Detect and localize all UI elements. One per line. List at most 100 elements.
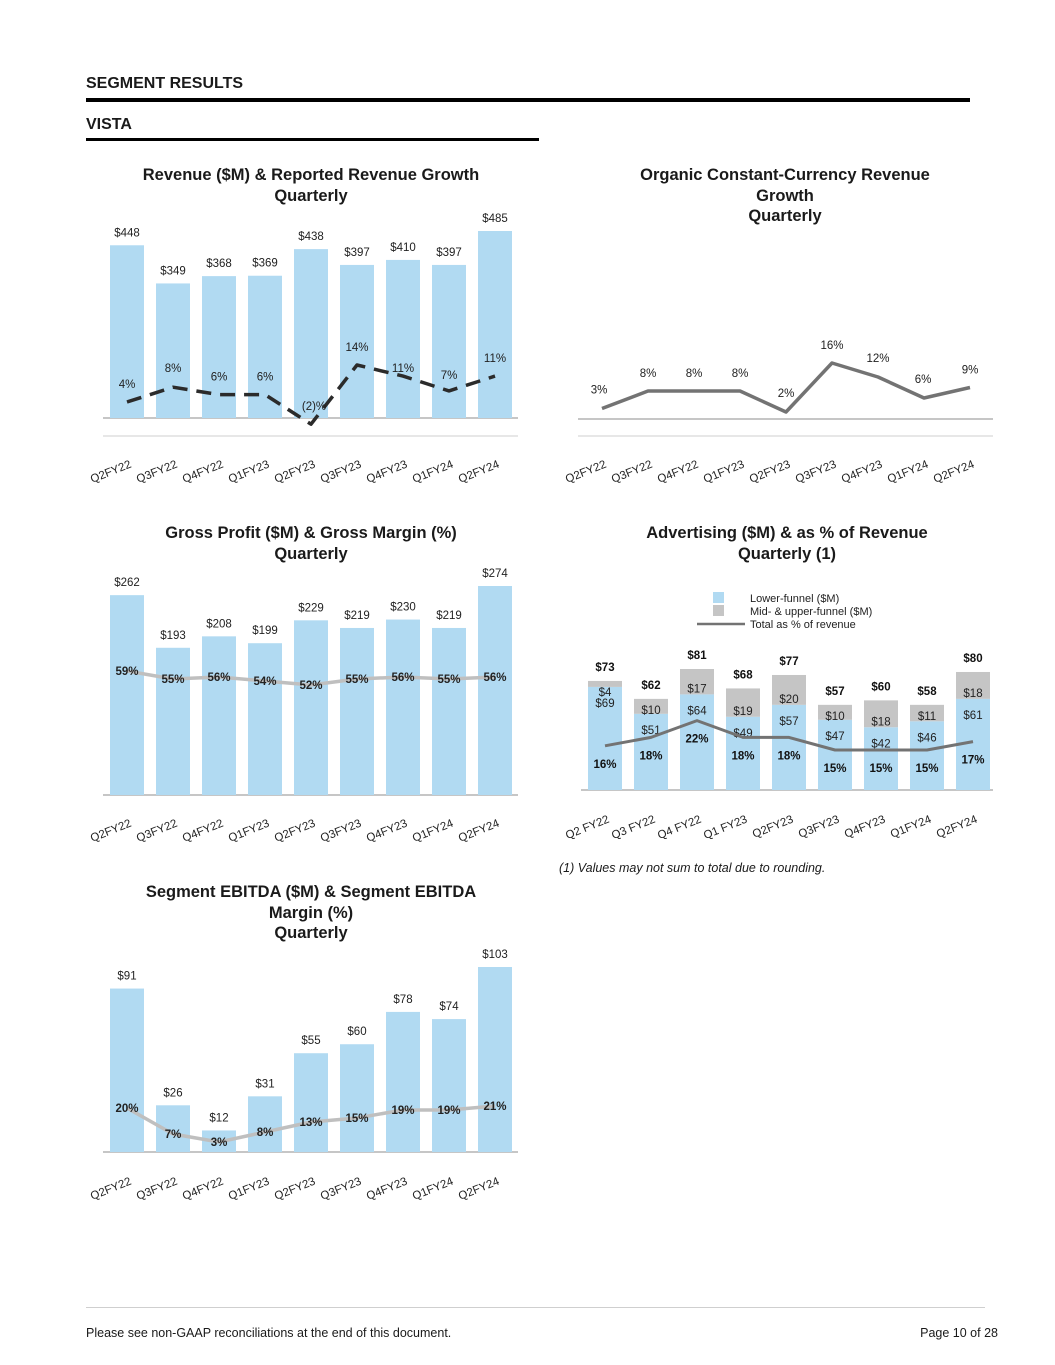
bar bbox=[386, 1011, 420, 1152]
bar-value-label: $397 bbox=[344, 247, 370, 259]
line-value-label: 54% bbox=[253, 676, 276, 688]
bar bbox=[294, 620, 328, 795]
upper-funnel-bar bbox=[956, 671, 990, 699]
organic-growth-chart-title: Organic Constant-Currency Revenue Growth… bbox=[570, 165, 1000, 227]
bar-value-label: $448 bbox=[114, 227, 140, 239]
line-value-label: 56% bbox=[483, 672, 506, 684]
bar bbox=[248, 643, 282, 795]
line-value-label: 6% bbox=[915, 374, 932, 386]
line-value-label: 3% bbox=[211, 1137, 228, 1149]
footer-divider bbox=[86, 1307, 985, 1308]
bar bbox=[432, 1019, 466, 1152]
bar bbox=[294, 249, 328, 418]
line-value-label: 55% bbox=[161, 674, 184, 686]
upper-funnel-bar bbox=[910, 704, 944, 722]
x-axis-category-label: Q2FY22 bbox=[89, 1176, 133, 1203]
organic-growth-line bbox=[601, 361, 971, 414]
ebitda-chart-title-line: Segment EBITDA ($M) & Segment EBITDA bbox=[145, 883, 477, 901]
upper-funnel-value-label: $10 bbox=[825, 711, 844, 723]
line-value-label: 8% bbox=[732, 368, 749, 380]
bar bbox=[478, 967, 512, 1152]
line-value-label: 11% bbox=[392, 363, 414, 375]
subsection-title: VISTA bbox=[86, 116, 132, 133]
line-value-label: 16% bbox=[820, 340, 843, 352]
bar-value-label: $91 bbox=[117, 971, 136, 983]
lower-funnel-bar bbox=[910, 721, 944, 790]
ebitda-chart-title: Segment EBITDA ($M) & Segment EBITDA Mar… bbox=[96, 882, 526, 944]
line-value-label: 7% bbox=[441, 370, 458, 382]
section-title: SEGMENT RESULTS bbox=[86, 75, 244, 92]
x-axis-category-label: Q2FY23 bbox=[273, 1176, 317, 1203]
line-value-label: 11% bbox=[484, 353, 506, 365]
ebitda-chart-title-line: Margin (%) bbox=[268, 903, 354, 922]
line-value-label: 59% bbox=[115, 666, 138, 678]
gross-profit-chart-title: Gross Profit ($M) & Gross Margin (%) Qua… bbox=[96, 523, 526, 564]
line-value-label: 15% bbox=[869, 763, 892, 775]
total-value-label: $77 bbox=[779, 656, 798, 668]
line-value-label: 19% bbox=[391, 1105, 414, 1117]
rounding-footnote: (1) Values may not sum to total due to r… bbox=[559, 861, 826, 875]
line-value-label: 56% bbox=[391, 672, 414, 684]
bar bbox=[478, 231, 512, 418]
x-axis-category-label: Q1FY23 bbox=[227, 1176, 271, 1203]
organic-growth-chart-title-line: Quarterly bbox=[748, 207, 822, 225]
legend-swatch bbox=[713, 605, 724, 616]
upper-funnel-value-label: $11 bbox=[918, 711, 936, 723]
line-value-label: 3% bbox=[591, 385, 608, 397]
organic-growth-chart-title-line: Growth bbox=[756, 186, 814, 205]
gross-profit-chart-title-line: Quarterly bbox=[274, 544, 348, 563]
bar bbox=[156, 283, 190, 418]
bar-value-label: $230 bbox=[390, 602, 416, 614]
line-value-label: 8% bbox=[165, 363, 182, 375]
bar-value-label: $60 bbox=[347, 1026, 366, 1038]
bar-value-label: $369 bbox=[252, 258, 278, 270]
upper-funnel-value-label: $10 bbox=[641, 705, 660, 717]
page-number: Page 10 of 28 bbox=[920, 1326, 998, 1340]
bar-value-label: $12 bbox=[209, 1112, 228, 1124]
line-value-label: 55% bbox=[345, 674, 368, 686]
bar bbox=[478, 586, 512, 795]
upper-funnel-bar bbox=[726, 688, 760, 717]
bar bbox=[432, 627, 466, 795]
upper-funnel-value-label: $18 bbox=[963, 688, 982, 700]
bar bbox=[110, 988, 144, 1152]
advertising-chart-title-line: Advertising ($M) & as % of Revenue bbox=[646, 524, 928, 542]
upper-funnel-value-label: $18 bbox=[871, 716, 890, 728]
legend-label: Mid- & upper-funnel ($M) bbox=[750, 606, 872, 618]
lower-funnel-bar bbox=[588, 686, 622, 790]
upper-funnel-bar bbox=[818, 704, 852, 720]
advertising-chart-title: Advertising ($M) & as % of Revenue Quart… bbox=[572, 523, 1002, 564]
bar-value-label: $55 bbox=[301, 1035, 320, 1047]
lower-funnel-value-label: $69 bbox=[595, 698, 614, 710]
x-axis-category-label: Q3FY22 bbox=[135, 1176, 179, 1203]
line-value-label: 55% bbox=[437, 674, 460, 686]
upper-funnel-value-label: $4 bbox=[599, 687, 612, 699]
line-value-label: 52% bbox=[299, 680, 322, 692]
upper-funnel-bar bbox=[864, 700, 898, 728]
total-value-label: $68 bbox=[733, 669, 753, 681]
trend-line bbox=[126, 1104, 496, 1144]
line-value-label: 17% bbox=[961, 755, 984, 767]
lower-funnel-bar bbox=[726, 716, 760, 790]
bar bbox=[110, 595, 144, 795]
revenue-chart-title-line: Revenue ($M) & Reported Revenue Growth bbox=[142, 166, 480, 184]
line-value-label: 56% bbox=[207, 672, 230, 684]
bar bbox=[340, 627, 374, 795]
line-value-label: 18% bbox=[639, 750, 662, 762]
line-value-label: 2% bbox=[778, 388, 795, 400]
bar bbox=[248, 1096, 282, 1152]
bar-value-label: $274 bbox=[482, 568, 508, 580]
bar bbox=[340, 1044, 374, 1152]
bar-value-label: $349 bbox=[160, 265, 186, 277]
bar bbox=[340, 264, 374, 418]
bar-value-label: $438 bbox=[298, 231, 324, 243]
line-value-label: 14% bbox=[345, 342, 368, 354]
bar-value-label: $208 bbox=[206, 618, 232, 630]
lower-funnel-value-label: $57 bbox=[779, 716, 798, 728]
line-value-label: 20% bbox=[115, 1103, 138, 1115]
total-value-label: $58 bbox=[917, 686, 937, 698]
line-value-label: 8% bbox=[686, 368, 703, 380]
line-value-label: 8% bbox=[640, 368, 657, 380]
